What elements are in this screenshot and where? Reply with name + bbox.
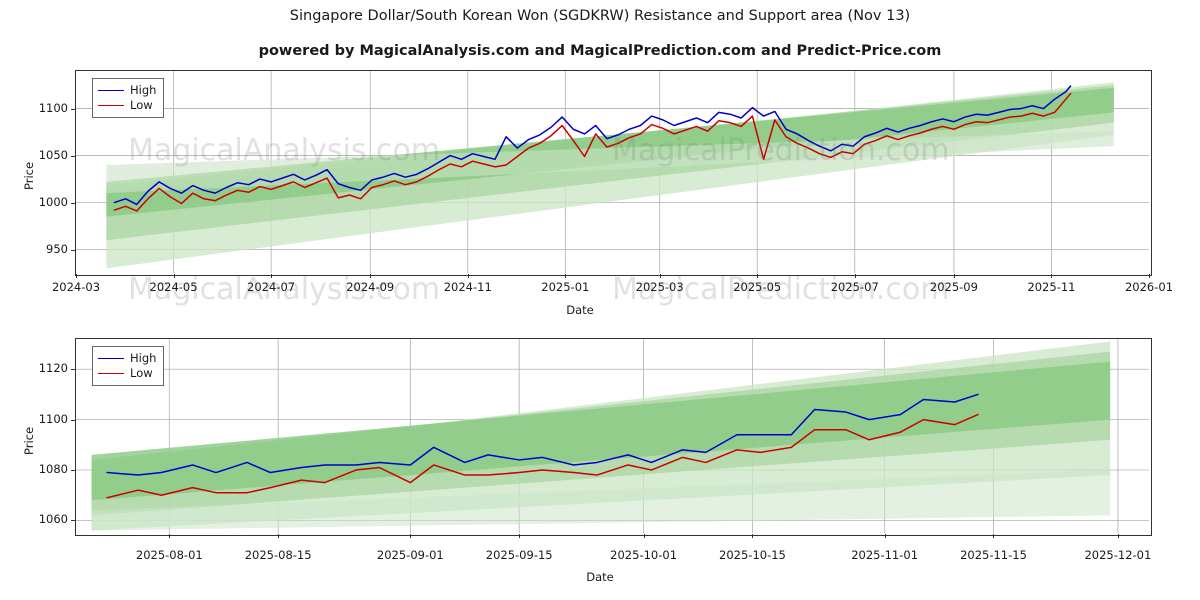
x-tick-label: 2025-11-01 xyxy=(851,548,919,562)
y-tick-label: 1000 xyxy=(38,194,68,209)
bottom-chart-legend: High Low xyxy=(92,346,165,386)
legend-label-low: Low xyxy=(130,98,153,112)
bottom-y-axis-label: Price xyxy=(22,426,36,455)
y-tick-mark xyxy=(71,470,75,471)
x-tick-mark xyxy=(173,274,175,278)
top-x-axis-label: Date xyxy=(566,303,594,317)
x-tick-mark xyxy=(467,274,469,278)
y-tick-mark xyxy=(71,369,75,371)
x-tick-label: 2024-09 xyxy=(346,280,395,294)
legend-label-high: High xyxy=(130,83,157,97)
x-tick-label: 2025-11 xyxy=(1027,280,1076,294)
bottom-chart-plot xyxy=(76,339,1149,533)
x-tick-mark xyxy=(854,274,856,278)
x-tick-label: 2025-10-01 xyxy=(610,548,678,562)
legend-swatch-low xyxy=(98,373,124,374)
legend-swatch-low xyxy=(98,105,124,106)
x-tick-mark xyxy=(1051,274,1053,278)
top-chart-plot xyxy=(76,71,1149,273)
legend-entry-low: Low xyxy=(98,98,156,113)
x-tick-mark xyxy=(1149,274,1150,278)
legend-label-high: High xyxy=(130,351,157,365)
x-tick-label: 2025-09-01 xyxy=(376,548,444,562)
x-tick-label: 2025-09 xyxy=(929,280,978,294)
legend-entry-high: High xyxy=(98,351,156,366)
x-tick-mark xyxy=(643,534,645,538)
y-tick-label: 1100 xyxy=(38,411,68,426)
x-tick-mark xyxy=(993,534,995,538)
x-tick-label: 2025-10-15 xyxy=(719,548,786,562)
x-tick-label: 2025-12-01 xyxy=(1084,548,1152,562)
x-tick-label: 2024-07 xyxy=(247,280,296,294)
x-tick-mark xyxy=(953,274,955,278)
x-tick-label: 2025-11-15 xyxy=(960,548,1027,562)
x-tick-mark xyxy=(169,534,171,538)
x-tick-mark xyxy=(659,274,661,278)
x-tick-label: 2024-05 xyxy=(149,280,198,294)
bottom-x-axis-label: Date xyxy=(586,570,614,584)
x-tick-label: 2026-01 xyxy=(1124,280,1174,294)
y-tick-mark xyxy=(71,520,75,522)
x-tick-mark xyxy=(519,534,521,538)
x-tick-mark xyxy=(752,534,754,538)
x-tick-mark xyxy=(1117,534,1119,538)
x-tick-mark xyxy=(565,274,567,278)
x-tick-label: 2025-05 xyxy=(733,280,782,294)
top-chart-panel xyxy=(75,70,1152,276)
x-tick-mark xyxy=(370,274,372,278)
y-tick-mark xyxy=(71,202,75,204)
x-tick-mark xyxy=(76,274,77,278)
y-tick-label: 1060 xyxy=(38,512,68,527)
y-tick-mark xyxy=(71,249,75,251)
x-tick-mark xyxy=(278,534,280,538)
x-tick-label: 2024-03 xyxy=(51,280,101,294)
page-subtitle: powered by MagicalAnalysis.com and Magic… xyxy=(258,43,942,59)
legend-entry-low: Low xyxy=(98,366,156,381)
x-tick-label: 2025-01 xyxy=(541,280,590,294)
y-tick-mark xyxy=(71,155,75,157)
x-tick-mark xyxy=(757,274,759,278)
y-tick-label: 950 xyxy=(46,241,68,256)
y-tick-mark xyxy=(71,419,75,421)
x-tick-label: 2025-09-15 xyxy=(485,548,553,562)
x-tick-label: 2024-11 xyxy=(443,280,492,294)
y-tick-label: 1050 xyxy=(38,147,68,162)
x-tick-mark xyxy=(271,274,273,278)
legend-label-low: Low xyxy=(130,366,153,380)
x-tick-label: 2025-07 xyxy=(830,280,879,294)
top-y-axis-label: Price xyxy=(22,161,36,190)
y-tick-label: 1120 xyxy=(38,361,68,376)
x-tick-label: 2025-08-15 xyxy=(244,548,312,562)
legend-swatch-high xyxy=(98,90,124,91)
page-title: Singapore Dollar/South Korean Won (SGDKR… xyxy=(289,8,911,24)
legend-swatch-high xyxy=(98,358,124,359)
x-tick-mark xyxy=(884,534,886,538)
top-chart-legend: High Low xyxy=(92,78,165,118)
x-tick-label: 2025-08-01 xyxy=(135,548,203,562)
x-tick-label: 2025-03 xyxy=(635,280,684,294)
y-tick-mark xyxy=(71,108,75,110)
y-tick-label: 1080 xyxy=(38,462,68,476)
bottom-chart-panel xyxy=(75,338,1152,536)
legend-entry-high: High xyxy=(98,83,156,98)
x-tick-mark xyxy=(410,534,412,538)
y-tick-label: 1100 xyxy=(38,100,68,115)
